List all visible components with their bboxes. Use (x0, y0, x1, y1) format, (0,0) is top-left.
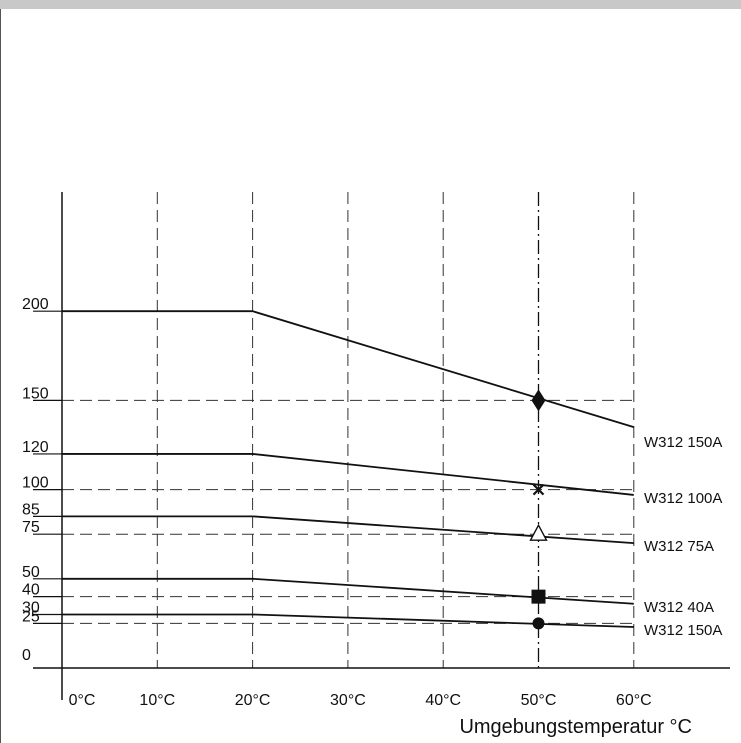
y-tick-label-40: 40 (22, 582, 40, 599)
x-tick-label-0: 0°C (69, 692, 96, 709)
y-tick-label-30: 30 (22, 599, 40, 616)
chart-frame (0, 9, 741, 743)
y-tick-label-0: 0 (22, 647, 31, 664)
series-label-4: W312 40A (644, 599, 714, 616)
series-line-3 (62, 515, 634, 545)
series-label-2: W312 100A (644, 490, 722, 507)
series-label-1: W312 150A (644, 434, 722, 451)
x-tick-label-40: 40°C (425, 692, 461, 709)
x-tick-label-20: 20°C (235, 692, 271, 709)
y-tick-label-150: 150 (22, 385, 49, 402)
x-tick-label-10: 10°C (139, 692, 175, 709)
window-top-bar (0, 0, 741, 9)
y-tick-label-120: 120 (22, 439, 49, 456)
y-tick-label-50: 50 (22, 564, 40, 581)
marker-3 (529, 523, 548, 541)
y-tick-label-85: 85 (22, 501, 40, 518)
series-label-3: W312 75A (644, 538, 714, 555)
y-tick-label-25: 25 (22, 608, 40, 625)
axes-layer (33, 192, 730, 700)
grid-layer (62, 192, 635, 668)
marker-1 (531, 389, 546, 412)
x-axis-label: Umgebungstemperatur °C (459, 716, 692, 738)
marker-4 (531, 589, 546, 604)
series-layer (62, 310, 635, 628)
marker-2 (532, 483, 545, 496)
series-label-5: W312 150A (644, 622, 722, 639)
y-tick-label-100: 100 (22, 475, 49, 492)
marker-5 (532, 617, 545, 630)
y-tick-label-75: 75 (22, 519, 40, 536)
series-line-1 (62, 310, 635, 429)
markers-layer (529, 389, 548, 630)
x-tick-label-60: 60°C (616, 692, 652, 709)
x-tick-label-30: 30°C (330, 692, 366, 709)
y-tick-label-200: 200 (22, 296, 49, 313)
x-tick-label-50: 50°C (521, 692, 557, 709)
series-line-5 (62, 613, 634, 628)
series-line-2 (62, 453, 634, 496)
marker-2-stroke-b (532, 483, 545, 496)
series-line-4 (62, 577, 634, 605)
